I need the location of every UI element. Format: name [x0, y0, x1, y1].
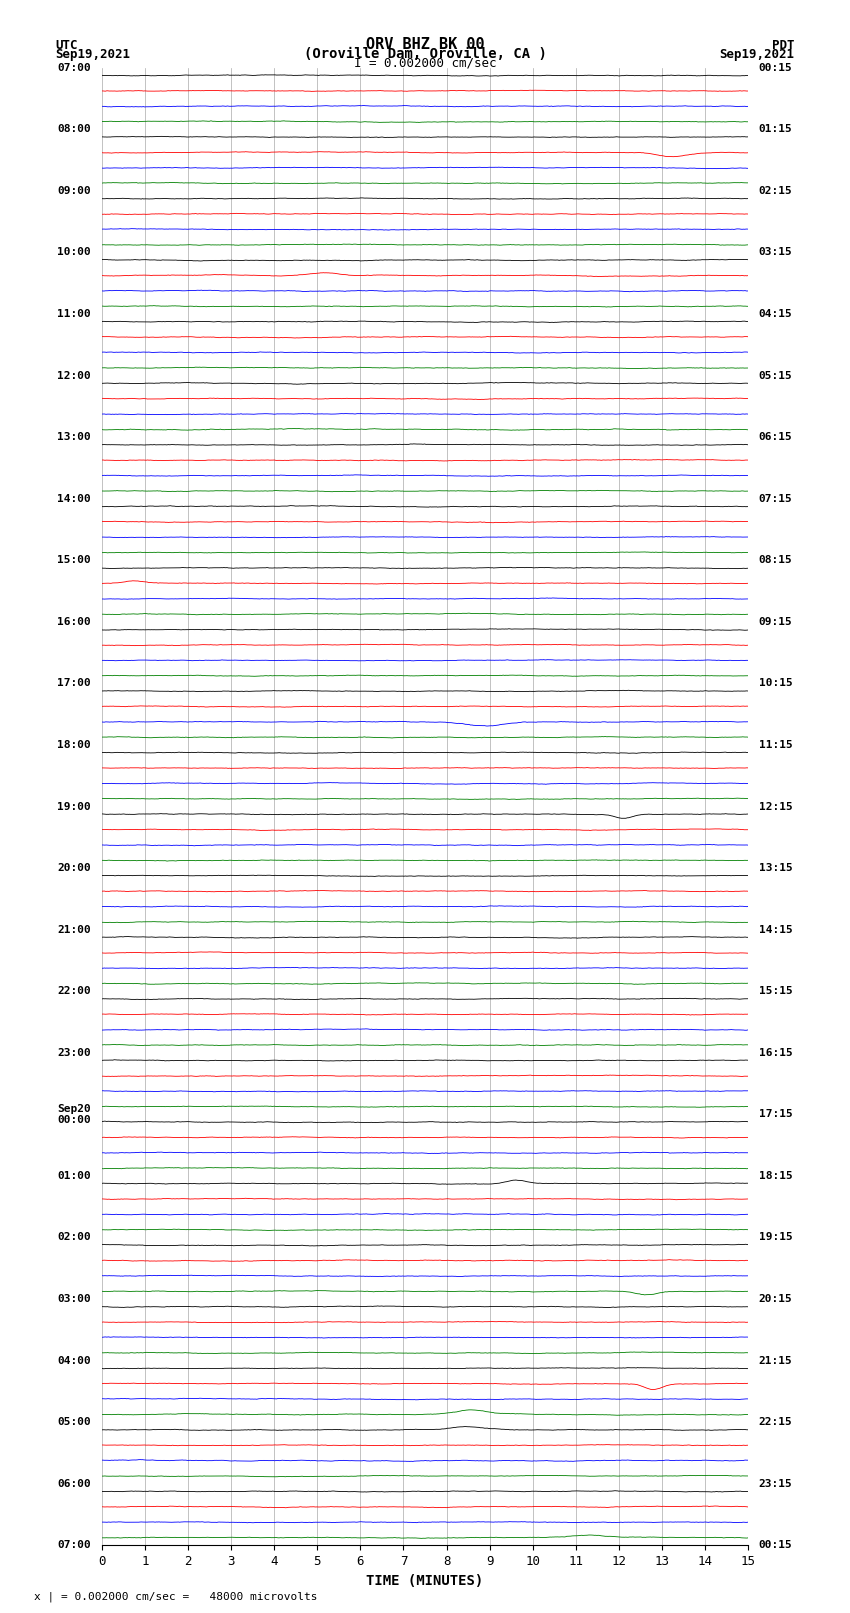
Text: 23:15: 23:15: [759, 1479, 792, 1489]
Text: 21:00: 21:00: [58, 924, 91, 934]
Text: 00:15: 00:15: [759, 1540, 792, 1550]
Text: 06:15: 06:15: [759, 432, 792, 442]
Text: 11:15: 11:15: [759, 740, 792, 750]
Text: 10:00: 10:00: [58, 247, 91, 258]
Text: 09:15: 09:15: [759, 616, 792, 627]
Text: (Oroville Dam, Oroville, CA ): (Oroville Dam, Oroville, CA ): [303, 47, 547, 61]
Text: 14:15: 14:15: [759, 924, 792, 934]
Text: 03:15: 03:15: [759, 247, 792, 258]
Text: 09:00: 09:00: [58, 185, 91, 195]
Text: 19:15: 19:15: [759, 1232, 792, 1242]
Text: UTC: UTC: [55, 39, 77, 52]
X-axis label: TIME (MINUTES): TIME (MINUTES): [366, 1574, 484, 1587]
Text: 01:00: 01:00: [58, 1171, 91, 1181]
Text: 13:15: 13:15: [759, 863, 792, 873]
Text: x | = 0.002000 cm/sec =   48000 microvolts: x | = 0.002000 cm/sec = 48000 microvolts: [34, 1590, 318, 1602]
Text: 20:00: 20:00: [58, 863, 91, 873]
Text: 22:15: 22:15: [759, 1418, 792, 1428]
Text: 15:15: 15:15: [759, 986, 792, 997]
Text: 17:15: 17:15: [759, 1110, 792, 1119]
Text: 03:00: 03:00: [58, 1294, 91, 1303]
Text: Sep19,2021: Sep19,2021: [55, 48, 130, 61]
Text: PDT: PDT: [773, 39, 795, 52]
Text: 04:15: 04:15: [759, 310, 792, 319]
Text: 10:15: 10:15: [759, 679, 792, 689]
Text: 08:00: 08:00: [58, 124, 91, 134]
Text: 02:00: 02:00: [58, 1232, 91, 1242]
Text: 14:00: 14:00: [58, 494, 91, 503]
Text: 00:15: 00:15: [759, 63, 792, 73]
Text: 11:00: 11:00: [58, 310, 91, 319]
Text: 07:00: 07:00: [58, 1540, 91, 1550]
Text: 04:00: 04:00: [58, 1355, 91, 1366]
Text: 16:00: 16:00: [58, 616, 91, 627]
Text: 17:00: 17:00: [58, 679, 91, 689]
Text: 12:00: 12:00: [58, 371, 91, 381]
Text: 23:00: 23:00: [58, 1048, 91, 1058]
Text: ORV BHZ BK 00: ORV BHZ BK 00: [366, 37, 484, 52]
Text: 18:15: 18:15: [759, 1171, 792, 1181]
Text: 07:15: 07:15: [759, 494, 792, 503]
Text: 05:00: 05:00: [58, 1418, 91, 1428]
Text: 08:15: 08:15: [759, 555, 792, 565]
Text: 05:15: 05:15: [759, 371, 792, 381]
Text: 20:15: 20:15: [759, 1294, 792, 1303]
Text: 07:00: 07:00: [58, 63, 91, 73]
Text: 13:00: 13:00: [58, 432, 91, 442]
Text: 15:00: 15:00: [58, 555, 91, 565]
Text: Sep19,2021: Sep19,2021: [720, 48, 795, 61]
Text: I = 0.002000 cm/sec: I = 0.002000 cm/sec: [354, 56, 496, 69]
Text: 02:15: 02:15: [759, 185, 792, 195]
Text: 16:15: 16:15: [759, 1048, 792, 1058]
Text: 01:15: 01:15: [759, 124, 792, 134]
Text: 18:00: 18:00: [58, 740, 91, 750]
Text: 21:15: 21:15: [759, 1355, 792, 1366]
Text: 22:00: 22:00: [58, 986, 91, 997]
Text: 19:00: 19:00: [58, 802, 91, 811]
Text: Sep20
00:00: Sep20 00:00: [58, 1103, 91, 1124]
Text: 12:15: 12:15: [759, 802, 792, 811]
Text: 06:00: 06:00: [58, 1479, 91, 1489]
